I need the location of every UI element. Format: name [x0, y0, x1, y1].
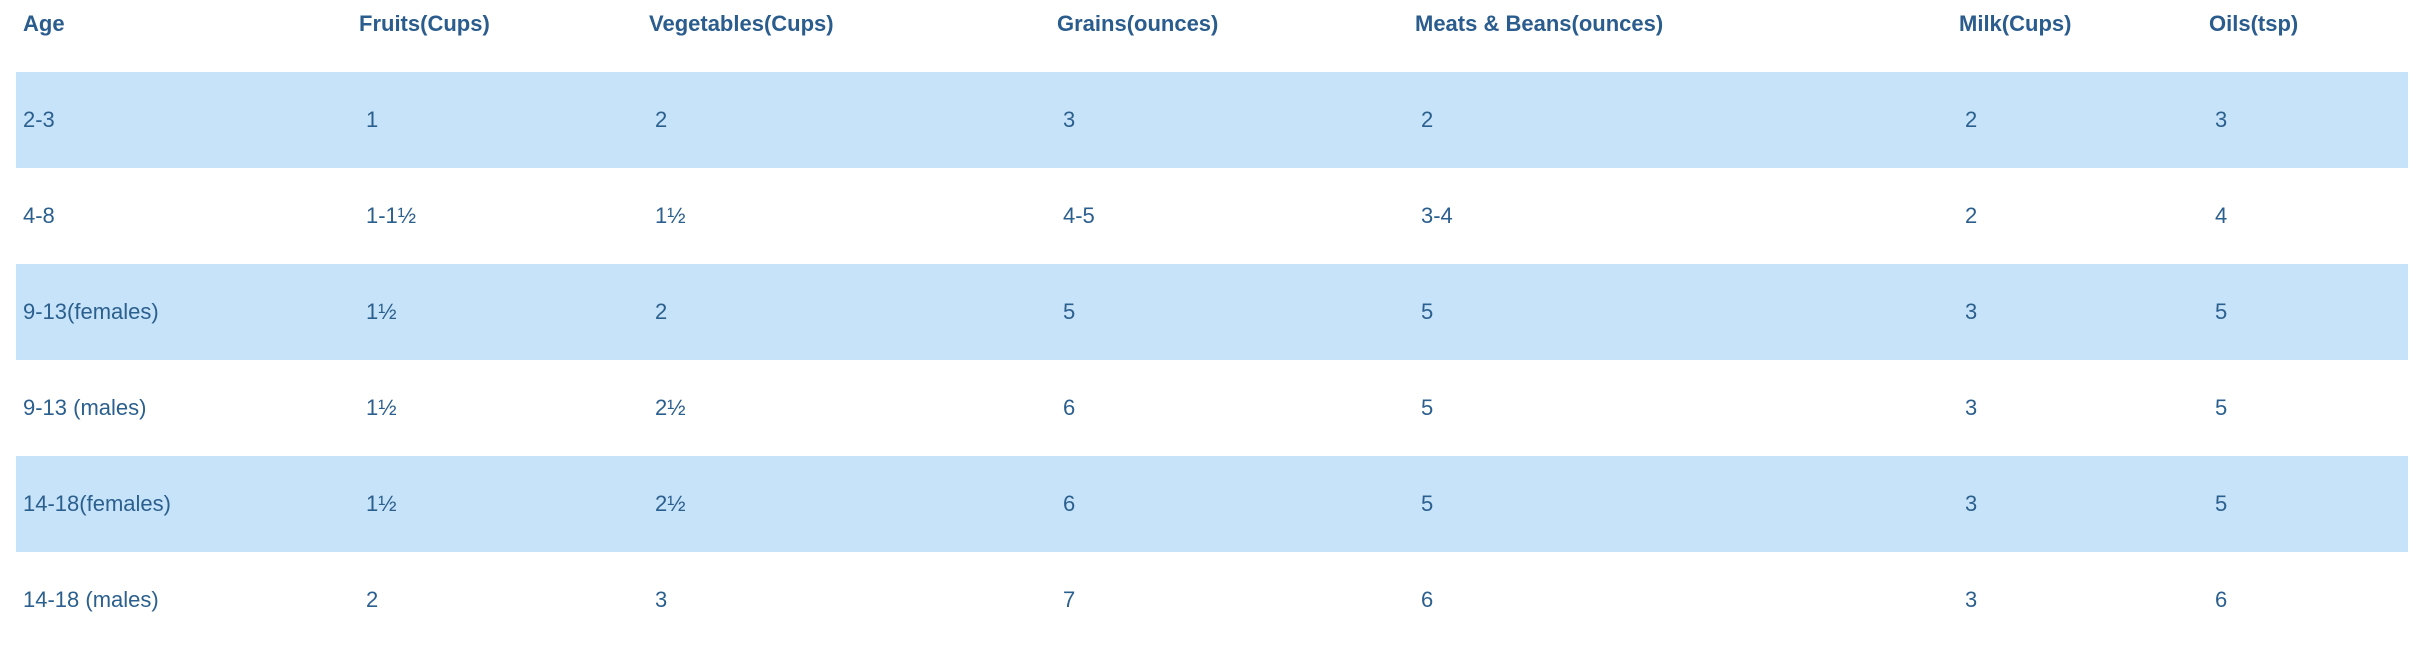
cell-meats-beans: 5 [1421, 395, 1434, 420]
cell-milk: 2 [1965, 107, 1978, 132]
table-header-row: Age Fruits(Cups) Vegetables(Cups) Grains… [16, 0, 2408, 96]
cell-oils: 5 [2215, 299, 2228, 324]
cell-grains: 6 [1063, 395, 1076, 420]
cell-meats-beans: 5 [1421, 299, 1434, 324]
cell-grains: 6 [1063, 491, 1076, 516]
cell-milk: 3 [1965, 587, 1978, 612]
cell-oils: 6 [2215, 587, 2228, 612]
nutrition-table: Age Fruits(Cups) Vegetables(Cups) Grains… [16, 0, 2408, 612]
cell-grains: 5 [1063, 299, 1076, 324]
cell-vegetables: 2½ [655, 395, 686, 420]
cell-meats-beans: 5 [1421, 491, 1434, 516]
cell-meats-beans: 2 [1421, 107, 1434, 132]
cell-age: 14-18(females) [23, 491, 171, 516]
cell-vegetables: 2½ [655, 491, 686, 516]
cell-fruits: 1-1½ [366, 203, 417, 228]
cell-grains: 4-5 [1063, 203, 1095, 228]
header-fruits: Fruits(Cups) [359, 11, 490, 36]
cell-oils: 5 [2215, 491, 2228, 516]
cell-grains: 7 [1063, 587, 1076, 612]
header-oils: Oils(tsp) [2209, 11, 2299, 36]
table-row: 2-3 1 2 3 2 2 3 [16, 72, 2408, 168]
cell-fruits: 1½ [366, 491, 397, 516]
cell-age: 4-8 [23, 203, 55, 228]
table-row: 4-8 1-1½ 1½ 4-5 3-4 2 4 [16, 168, 2408, 264]
header-meats-beans: Meats & Beans(ounces) [1415, 11, 1664, 36]
cell-oils: 5 [2215, 395, 2228, 420]
cell-vegetables: 2 [655, 107, 668, 132]
cell-vegetables: 1½ [655, 203, 686, 228]
cell-age: 14-18 (males) [23, 587, 159, 612]
cell-fruits: 1½ [366, 395, 397, 420]
table-row: 9-13 (males) 1½ 2½ 6 5 3 5 [16, 360, 2408, 456]
cell-fruits: 1 [366, 107, 379, 132]
cell-oils: 3 [2215, 107, 2228, 132]
cell-meats-beans: 3-4 [1421, 203, 1453, 228]
table-row: 9-13(females) 1½ 2 5 5 3 5 [16, 264, 2408, 360]
header-age: Age [23, 11, 65, 36]
header-milk: Milk(Cups) [1959, 11, 2072, 36]
cell-fruits: 2 [366, 587, 379, 612]
cell-milk: 3 [1965, 395, 1978, 420]
cell-meats-beans: 6 [1421, 587, 1434, 612]
cell-fruits: 1½ [366, 299, 397, 324]
table-row: 14-18 (males) 2 3 7 6 3 6 [16, 552, 2408, 648]
cell-milk: 2 [1965, 203, 1978, 228]
cell-milk: 3 [1965, 491, 1978, 516]
header-vegetables: Vegetables(Cups) [649, 11, 834, 36]
cell-age: 2-3 [23, 107, 55, 132]
table-row: 14-18(females) 1½ 2½ 6 5 3 5 [16, 456, 2408, 552]
header-grains: Grains(ounces) [1057, 11, 1219, 36]
cell-age: 9-13 (males) [23, 395, 147, 420]
cell-vegetables: 2 [655, 299, 668, 324]
cell-age: 9-13(females) [23, 299, 159, 324]
cell-milk: 3 [1965, 299, 1978, 324]
cell-vegetables: 3 [655, 587, 668, 612]
cell-grains: 3 [1063, 107, 1076, 132]
cell-oils: 4 [2215, 203, 2228, 228]
